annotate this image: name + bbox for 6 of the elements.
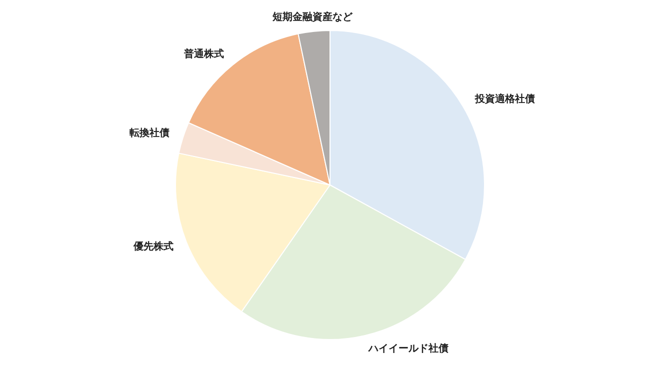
slice-label: 転換社債 [128, 127, 170, 140]
slice-label: 短期金融資産など [272, 11, 354, 23]
slice-label: 優先株式 [132, 240, 174, 253]
slice-label: ハイイールド社債 [367, 342, 448, 355]
slice-label: 投資適格社債 [474, 92, 536, 105]
slice-label: 普通株式 [182, 48, 224, 60]
